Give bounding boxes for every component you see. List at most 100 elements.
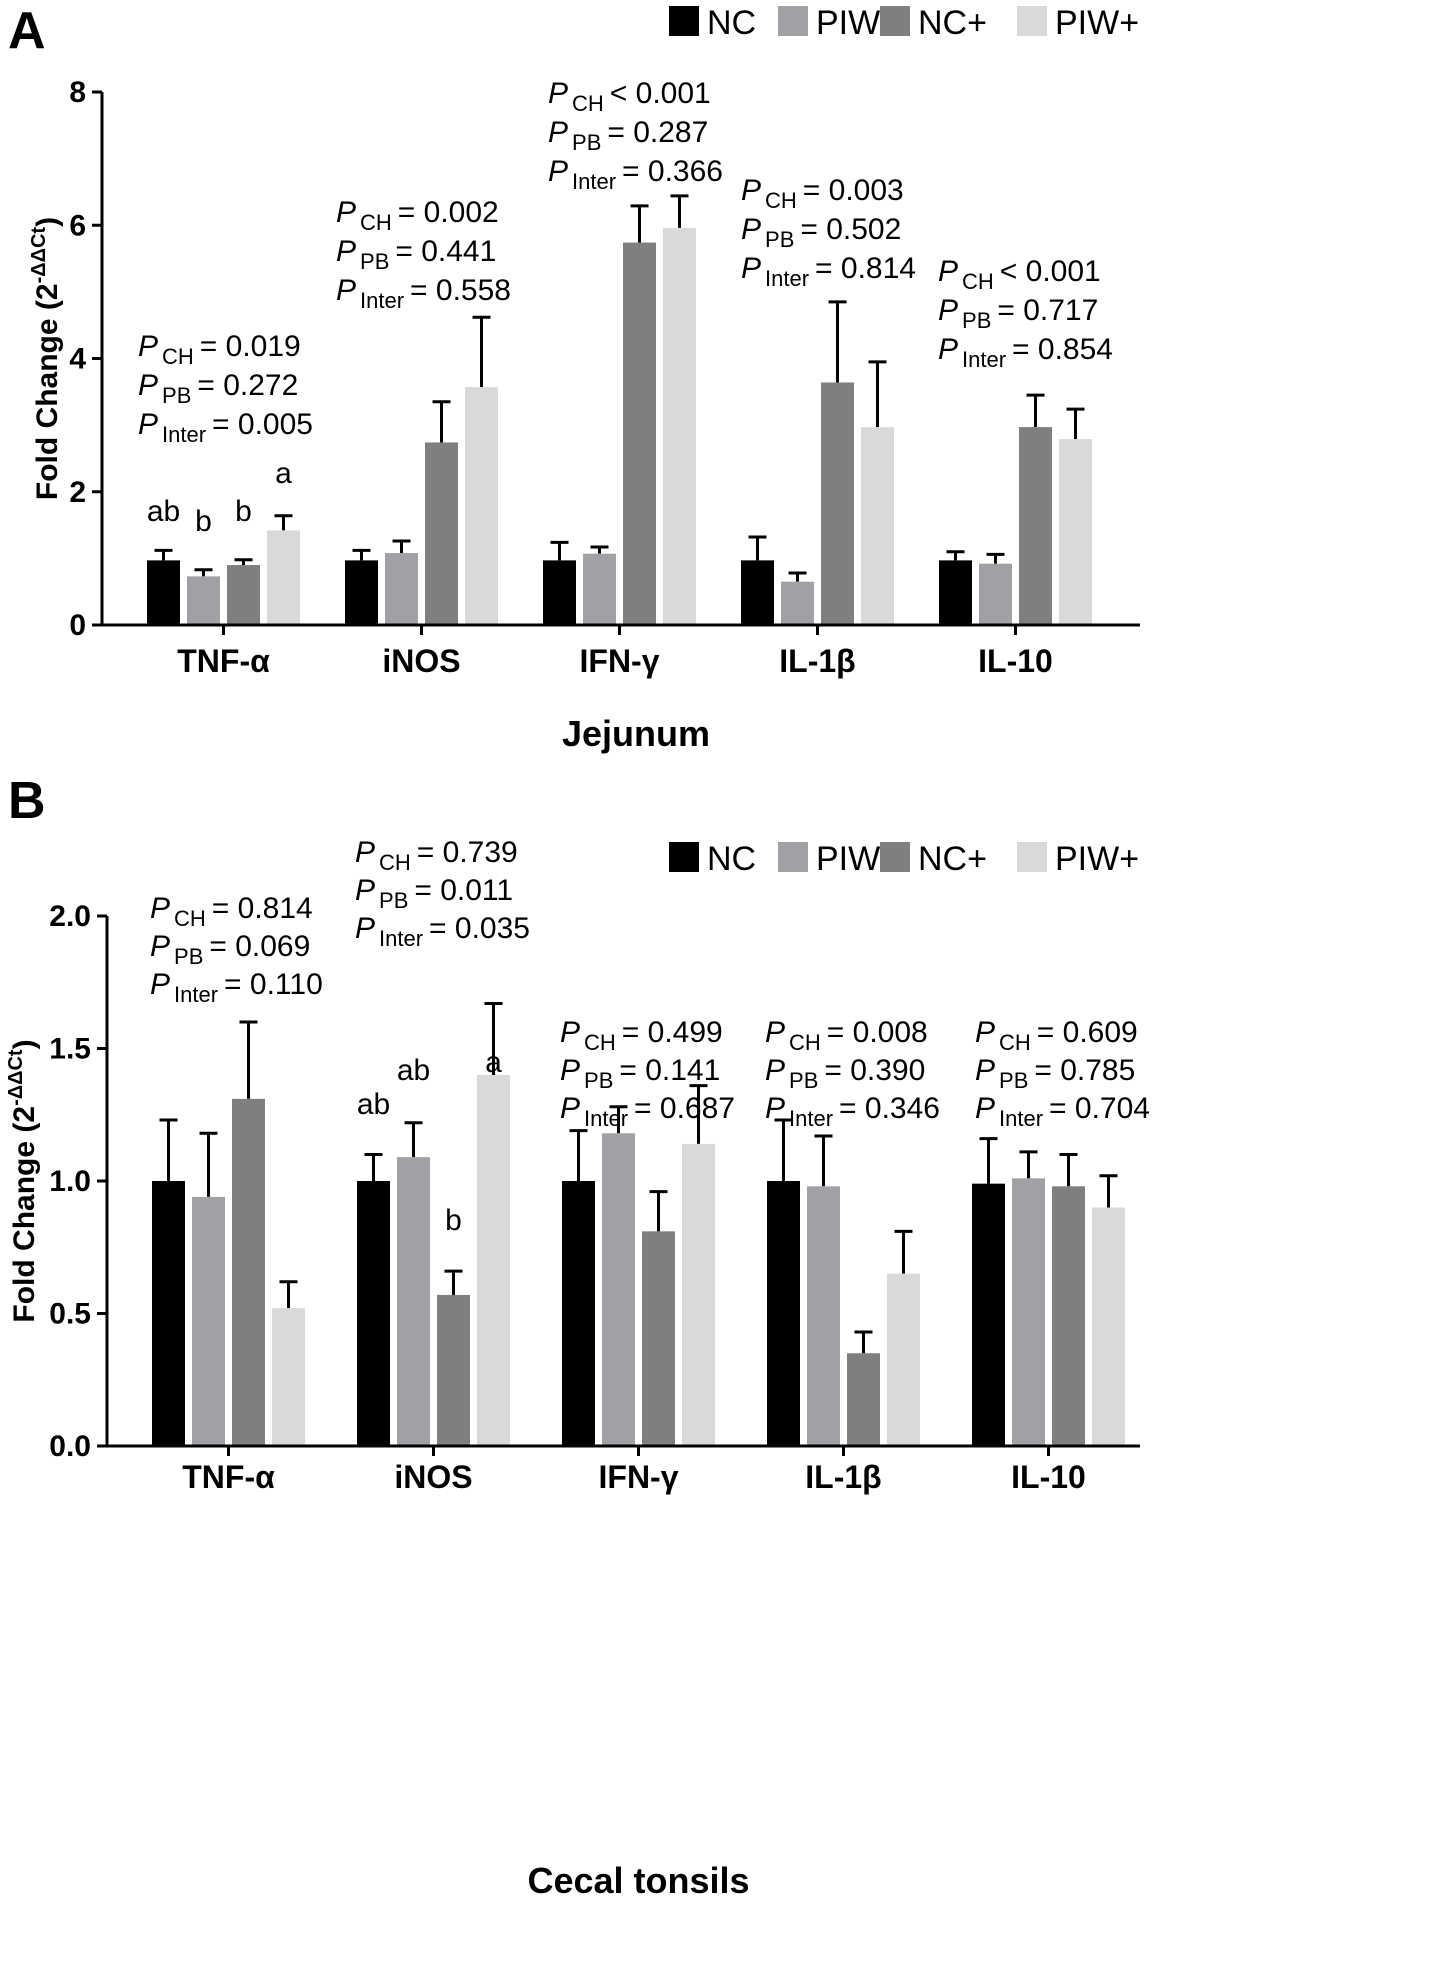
p-value-annotation: P PB = 0.390 <box>765 1054 925 1093</box>
bar <box>437 1294 470 1446</box>
bar <box>385 553 418 625</box>
bar <box>187 576 220 625</box>
p-value-subscript: Inter <box>789 1106 833 1131</box>
p-value-symbol: P <box>975 1054 995 1087</box>
p-value-annotation: P CH < 0.001 <box>938 255 1101 294</box>
y-axis-label-close: ) <box>8 1039 41 1049</box>
p-value-subscript: CH <box>584 1030 616 1055</box>
y-tick-label: 2.0 <box>49 900 91 933</box>
p-value-annotation: P Inter = 0.558 <box>336 274 511 313</box>
p-value-symbol: P <box>138 330 158 363</box>
p-value-subscript: Inter <box>999 1106 1043 1131</box>
p-value-annotation: P CH = 0.739 <box>355 836 518 875</box>
p-value-annotation: P PB = 0.785 <box>975 1054 1135 1093</box>
p-value-text: = 0.499 <box>622 1016 723 1049</box>
p-value-annotation: P Inter = 0.110 <box>150 968 323 1007</box>
p-value-subscript: Inter <box>379 926 423 951</box>
p-value-text: = 0.704 <box>1049 1092 1150 1125</box>
p-value-text: = 0.346 <box>839 1092 940 1125</box>
bar <box>397 1157 430 1446</box>
bar <box>1059 439 1092 625</box>
bar <box>562 1181 595 1446</box>
p-value-annotation: P CH = 0.499 <box>560 1016 723 1055</box>
p-value-subscript: PB <box>360 249 389 274</box>
bar <box>192 1196 225 1446</box>
p-value-subscript: CH <box>765 188 797 213</box>
bar <box>642 1231 675 1446</box>
p-value-text: = 0.110 <box>224 968 323 1001</box>
y-axis-label-superscript: -ΔΔCt <box>28 227 50 284</box>
p-value-text: = 0.854 <box>1012 333 1113 366</box>
y-tick-label: 0.0 <box>49 1430 91 1463</box>
p-value-annotation: P PB = 0.441 <box>336 235 496 274</box>
p-value-subscript: CH <box>999 1030 1031 1055</box>
p-value-annotation: P CH < 0.001 <box>548 77 711 116</box>
p-value-text: = 0.141 <box>619 1054 720 1087</box>
bar <box>887 1273 920 1446</box>
legend-swatch-piw <box>778 6 808 36</box>
y-tick-label: 2 <box>69 476 86 509</box>
bar <box>807 1186 840 1446</box>
p-value-symbol: P <box>938 333 958 366</box>
p-value-symbol: P <box>765 1054 785 1087</box>
p-value-symbol: P <box>975 1092 995 1125</box>
p-value-text: = 0.502 <box>800 213 901 246</box>
p-value-subscript: PB <box>584 1068 613 1093</box>
bar <box>979 563 1012 625</box>
p-value-annotation: P Inter = 0.687 <box>560 1092 735 1131</box>
y-axis-label-main: Fold Change (2 <box>31 283 64 500</box>
x-tick-label: IL-1β <box>779 643 855 679</box>
p-value-annotation: P Inter = 0.814 <box>741 252 916 291</box>
bar <box>152 1181 185 1446</box>
p-value-subscript: PB <box>379 888 408 913</box>
p-value-symbol: P <box>765 1016 785 1049</box>
significance-letter: a <box>275 457 292 490</box>
y-axis-label-main: Fold Change (2 <box>8 1106 41 1323</box>
p-value-annotation: P PB = 0.069 <box>150 930 310 969</box>
bar <box>227 565 260 625</box>
p-value-symbol: P <box>355 912 375 945</box>
significance-letter: b <box>235 495 252 528</box>
p-value-symbol: P <box>138 408 158 441</box>
legend-swatch-nc-plus <box>880 6 910 36</box>
p-value-subscript: Inter <box>765 266 809 291</box>
y-tick-label: 8 <box>69 76 86 109</box>
x-tick-label: IL-10 <box>978 643 1053 679</box>
p-value-text: = 0.687 <box>634 1092 735 1125</box>
p-value-symbol: P <box>938 255 958 288</box>
bar <box>602 1133 635 1446</box>
significance-letter: b <box>445 1204 462 1237</box>
x-tick-label: iNOS <box>394 1459 472 1495</box>
p-value-text: = 0.609 <box>1037 1016 1138 1049</box>
p-value-subscript: PB <box>789 1068 818 1093</box>
p-value-annotation: P CH = 0.002 <box>336 196 499 235</box>
p-value-text: = 0.005 <box>212 408 313 441</box>
p-value-symbol: P <box>560 1054 580 1087</box>
panel-letter: A <box>8 2 46 60</box>
significance-letter: ab <box>397 1054 430 1087</box>
significance-letter: ab <box>147 495 180 528</box>
p-value-annotation: P PB = 0.502 <box>741 213 901 252</box>
p-value-annotation: P Inter = 0.035 <box>355 912 530 951</box>
significance-letter: b <box>195 505 212 538</box>
bar <box>267 530 300 625</box>
p-value-text: = 0.287 <box>607 116 708 149</box>
p-value-text: = 0.390 <box>824 1054 925 1087</box>
legend-label: PIW <box>816 4 880 42</box>
p-value-annotation: P CH = 0.814 <box>150 892 313 931</box>
p-value-subscript: PB <box>174 944 203 969</box>
y-tick-label: 1.5 <box>49 1033 91 1066</box>
p-value-symbol: P <box>548 155 568 188</box>
bar <box>741 560 774 625</box>
p-value-text: = 0.717 <box>997 294 1098 327</box>
legend-label: NC+ <box>918 4 987 42</box>
p-value-symbol: P <box>150 930 170 963</box>
p-value-text: = 0.558 <box>410 274 511 307</box>
p-value-symbol: P <box>336 235 356 268</box>
p-value-text: = 0.441 <box>395 235 496 268</box>
p-value-text: < 0.001 <box>1000 255 1101 288</box>
p-value-annotation: P PB = 0.717 <box>938 294 1098 333</box>
bar <box>583 553 616 625</box>
p-value-text: = 0.035 <box>429 912 530 945</box>
